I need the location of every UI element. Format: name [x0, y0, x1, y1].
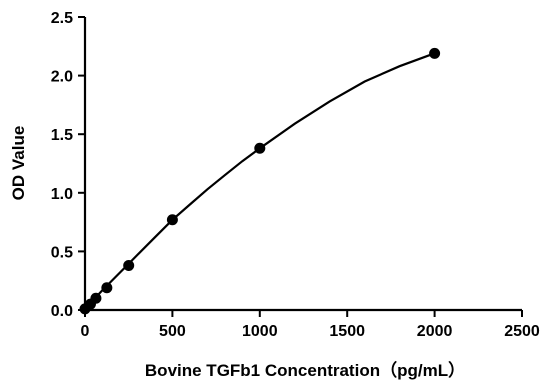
x-tick-label: 1000: [242, 323, 278, 340]
data-point: [166, 214, 178, 226]
data-point: [254, 142, 266, 154]
y-tick-group: 0.0 0.5 1.0 1.5 2.0 2.5: [51, 10, 85, 320]
x-tick-label: 0: [81, 323, 90, 340]
y-axis-title: OD Value: [9, 126, 28, 201]
data-point: [90, 292, 102, 304]
y-tick-label: 0.0: [51, 303, 73, 320]
x-tick-label: 2500: [504, 323, 540, 340]
x-tick-label: 1500: [329, 323, 365, 340]
x-axis: 0 500 1000 1500 2000 2500: [81, 308, 540, 340]
y-tick-label: 0.5: [51, 244, 73, 261]
x-tick-label: 2000: [417, 323, 453, 340]
data-point: [123, 259, 135, 271]
y-axis: 0.0 0.5 1.0 1.5 2.0 2.5: [51, 10, 87, 320]
x-tick-group: 0 500 1000 1500 2000 2500: [81, 310, 540, 340]
fit-curve-line: [84, 52, 435, 310]
y-tick-label: 1.5: [51, 127, 73, 144]
data-point: [101, 282, 113, 294]
y-tick-label: 2.0: [51, 69, 73, 86]
x-axis-title: Bovine TGFb1 Concentration（pg/mL）: [145, 360, 465, 380]
x-tick-label: 500: [159, 323, 186, 340]
data-points: [79, 47, 441, 315]
data-point: [429, 47, 441, 59]
y-tick-label: 1.0: [51, 186, 73, 203]
y-tick-label: 2.5: [51, 10, 73, 27]
